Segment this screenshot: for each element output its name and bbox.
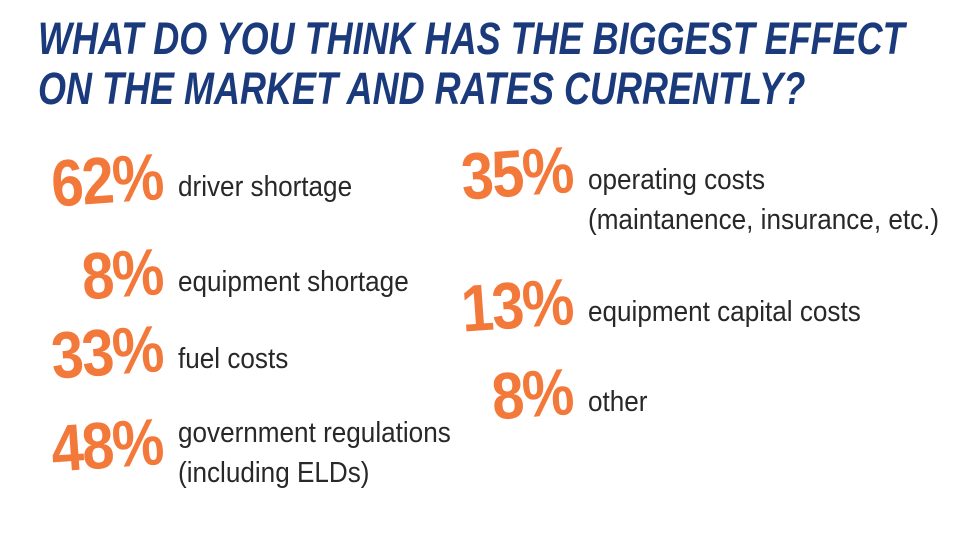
stat-label: equipment shortage: [178, 237, 409, 302]
stat-label-line1: government regulations: [178, 417, 451, 449]
stat-row-operating-costs: 35% operating costs (maintanence, insura…: [440, 132, 978, 240]
stat-label: government regulations (including ELDs): [178, 407, 451, 493]
stat-label: fuel costs: [178, 314, 288, 379]
stat-label-line2: (maintanence, insurance, etc.): [588, 204, 940, 236]
title-line-2: on the market and rates currently?: [38, 63, 806, 114]
stat-row-other: 8% other: [440, 354, 654, 433]
stat-label: operating costs (maintanence, insurance,…: [588, 135, 939, 240]
stat-value: 48%: [48, 404, 165, 486]
stat-row-government-regulations: 48% government regulations (including EL…: [30, 404, 481, 493]
stat-label-line1: other: [588, 386, 648, 418]
stat-value: 8%: [79, 234, 165, 314]
stat-label-line1: driver shortage: [178, 171, 353, 203]
stat-label-line1: equipment capital costs: [588, 296, 861, 328]
stat-label-line1: operating costs: [588, 164, 766, 196]
stat-row-driver-shortage: 62% driver shortage: [30, 139, 371, 221]
stat-value: 8%: [489, 354, 575, 434]
stat-label: other: [588, 357, 647, 422]
stat-value: 13%: [458, 264, 575, 346]
stat-row-equipment-capital-costs: 13% equipment capital costs: [440, 264, 891, 346]
stat-row-equipment-shortage: 8% equipment shortage: [30, 234, 434, 313]
stat-label-line1: fuel costs: [178, 343, 289, 375]
stat-value: 35%: [458, 132, 575, 214]
stat-value: 62%: [48, 139, 165, 221]
infographic-title: What do you think has the biggest effect…: [38, 14, 905, 114]
stat-row-fuel-costs: 33% fuel costs: [30, 311, 301, 393]
title-line-1: What do you think has the biggest effect: [38, 13, 905, 64]
stat-value: 33%: [48, 311, 165, 393]
stat-label: equipment capital costs: [588, 267, 861, 332]
stat-label: driver shortage: [178, 142, 352, 207]
stat-label-line1: equipment shortage: [178, 266, 409, 298]
stat-label-line2: (including ELDs): [178, 457, 370, 489]
